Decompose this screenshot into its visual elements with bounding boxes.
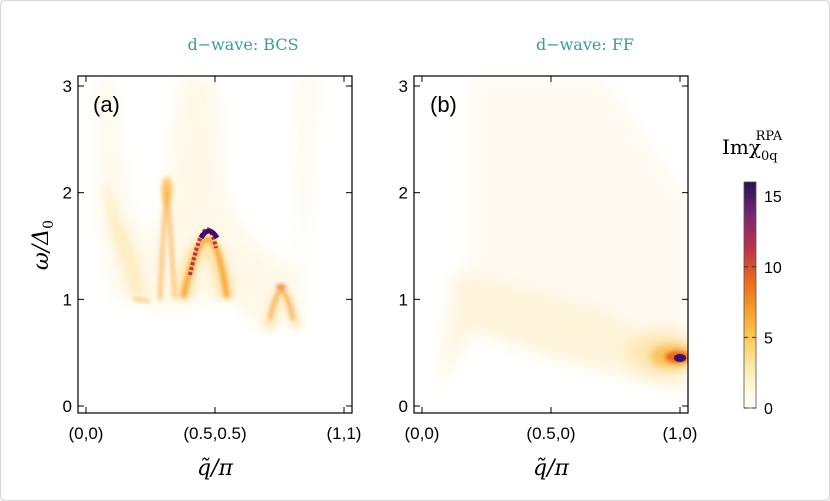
panel-b-heatmap: [440, 76, 688, 390]
panel-b-diagonal-band: [440, 270, 688, 390]
panel-b-label: (b): [430, 92, 457, 117]
y-tick-label: 0: [399, 397, 408, 416]
panel-a-xlabel: q̃/π: [197, 456, 233, 481]
y-tick-label: 1: [63, 290, 72, 309]
panel-b-title: d−wave: FF: [536, 35, 634, 54]
x-tick-label: (0,0): [405, 424, 440, 443]
colorbar-title-main: Imχ: [722, 135, 761, 159]
y-tick-label: 2: [63, 184, 72, 203]
y-tick-label: 3: [399, 77, 408, 96]
y-tick-label: 0: [63, 397, 72, 416]
panel-a-small-dome-peak: [276, 284, 286, 290]
colorbar-tick-label: 10: [764, 260, 782, 277]
panel-a-left-wedge: [103, 180, 148, 300]
colorbar-tick-label: 5: [764, 330, 773, 347]
panel-a-edge-line: [132, 296, 151, 304]
y-tick-label: 3: [63, 77, 72, 96]
colorbar-tick-label: 15: [764, 189, 782, 206]
colorbar-title-sub: 0q: [761, 149, 778, 164]
panel-a-dome-peak: [198, 228, 220, 240]
panel-a-spike-glow: [161, 176, 173, 204]
panel-a-small-dome: [268, 289, 295, 321]
colorbar-title-sup: RPA: [756, 129, 783, 144]
x-tick-label: (0.5,0): [526, 424, 575, 443]
panel-b-hotspot-core: [674, 354, 686, 362]
x-tick-label: (1,1): [327, 424, 362, 443]
ylabel-main: ω/Δ: [29, 229, 54, 270]
x-tick-label: (0,0): [69, 424, 104, 443]
colorbar-gradient: [743, 181, 757, 409]
ylabel-sub: 0: [41, 220, 57, 229]
x-tick-label: (0.5,0.5): [183, 424, 246, 443]
panel-b-xlabel: q̃/π: [533, 456, 569, 481]
panel-a-ylabel: ω/Δ0: [29, 220, 57, 270]
colorbar-ticks: 0 5 10 15: [744, 189, 782, 418]
colorbar-tick-label: 0: [764, 401, 773, 418]
panel-a-faint-background: [100, 76, 315, 330]
y-tick-label: 2: [399, 184, 408, 203]
panel-a-label: (a): [93, 92, 120, 117]
colorbar-title: Imχ0q RPA: [722, 129, 783, 164]
panel-a-heatmap: [100, 76, 315, 331]
panel-a-title: d−wave: BCS: [187, 35, 298, 54]
axis-ticks: 0 1 2 3 (0,0) (0.5,0.5) (1,1) 0 1 2 3 (0,0) (0.5,0) (…: [63, 76, 698, 443]
x-tick-label: (1,0): [663, 424, 698, 443]
y-tick-label: 1: [399, 290, 408, 309]
